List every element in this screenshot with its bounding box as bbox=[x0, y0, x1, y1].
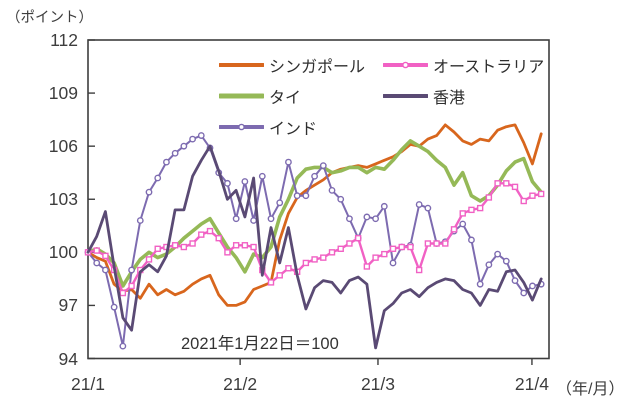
legend-label-india: インド bbox=[269, 121, 318, 138]
y-tick-label: 100 bbox=[48, 242, 78, 263]
legend-item-thailand: タイ bbox=[219, 88, 301, 107]
x-tick-label: 21/4 bbox=[514, 374, 549, 394]
series-markers-australia bbox=[84, 180, 545, 297]
legend-label-australia: オーストラリア bbox=[433, 59, 545, 76]
y-tick-label: 94 bbox=[58, 348, 78, 369]
legend-swatch-india bbox=[219, 123, 264, 131]
y-tick-label: 109 bbox=[48, 83, 78, 104]
legend-swatch-australia bbox=[383, 61, 428, 69]
legend-item-india: インド bbox=[219, 119, 317, 138]
legend-item-singapore: シンガポール bbox=[219, 57, 365, 76]
series-markers-india bbox=[84, 132, 545, 350]
legend-label-thailand: タイ bbox=[269, 90, 302, 107]
x-tick-label: 21/2 bbox=[223, 374, 258, 394]
series-line-singapore bbox=[86, 123, 543, 307]
y-tick-label: 97 bbox=[58, 295, 78, 316]
y-tick-label: 103 bbox=[48, 189, 78, 210]
series-line-thailand bbox=[86, 139, 544, 288]
x-axis-unit-label: （年/月） bbox=[556, 381, 625, 398]
y-tick-label: 106 bbox=[48, 136, 78, 157]
legend-label-hongkong: 香港 bbox=[433, 90, 466, 107]
y-tick-label: 112 bbox=[50, 30, 78, 50]
series-line-hongkong bbox=[86, 144, 543, 350]
legend-item-hongkong: 香港 bbox=[383, 88, 465, 107]
legend-label-singapore: シンガポール bbox=[269, 59, 366, 76]
legend-item-australia: オーストラリア bbox=[383, 57, 544, 76]
x-tick-label: 21/3 bbox=[360, 374, 395, 394]
x-tick-label: 21/1 bbox=[70, 374, 106, 394]
legend-swatch-singapore bbox=[219, 63, 264, 67]
y-axis-unit-label: （ポイント） bbox=[6, 10, 93, 26]
base-date-annotation: 2021年1月22日＝100 bbox=[181, 335, 339, 353]
legend-swatch-thailand bbox=[219, 93, 264, 99]
legend-swatch-hongkong bbox=[383, 94, 428, 98]
